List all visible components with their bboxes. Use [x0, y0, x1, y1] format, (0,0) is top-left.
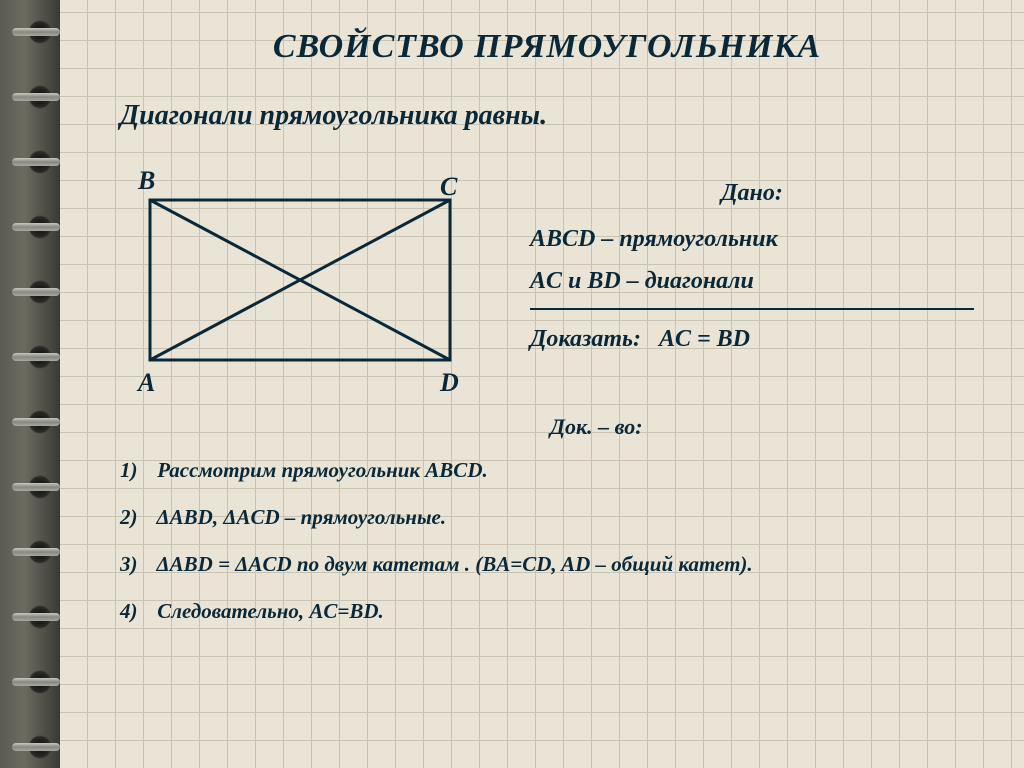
prove-line: Доказать: AC = BD [530, 318, 974, 360]
given-label: Дано: [530, 172, 974, 214]
given-divider [530, 308, 974, 310]
given-block: Дано: ABCD – прямоугольник AC и BD – диа… [530, 170, 974, 400]
proof-step: 1) Рассмотрим прямоугольник ABCD. [120, 458, 974, 483]
proof-step: 3) ΔABD = ΔACD по двум катетам . (BA=CD,… [120, 552, 974, 577]
prove-statement: AC = BD [659, 326, 750, 352]
proof-step-text: ΔABD, ΔACD – прямоугольные. [156, 505, 446, 529]
spiral-binding [0, 0, 60, 768]
page: СВОЙСТВО ПРЯМОУГОЛЬНИКА Диагонали прямоу… [60, 0, 1024, 768]
proof-step-text: ΔABD = ΔACD по двум катетам . (BA=CD, AD… [156, 552, 752, 576]
vertex-a: A [138, 368, 155, 398]
proof-step-num: 4) [120, 599, 152, 624]
vertex-c: C [440, 172, 457, 202]
given-line-2: AC и BD – диагонали [530, 260, 974, 302]
proof-step: 2) ΔABD, ΔACD – прямоугольные. [120, 505, 974, 530]
proof-step-text: Рассмотрим прямоугольник ABCD. [157, 458, 487, 482]
prove-label: Доказать: [530, 326, 641, 352]
proof-step-text: Следовательно, AC=BD. [157, 599, 384, 623]
proof-step-num: 3) [120, 552, 152, 577]
proof-step-num: 2) [120, 505, 152, 530]
rectangle-diagram: B C A D [120, 170, 480, 400]
proof-step: 4) Следовательно, AC=BD. [120, 599, 974, 624]
proof-label: Док. – во: [550, 414, 974, 440]
proof-list: 1) Рассмотрим прямоугольник ABCD. 2) ΔAB… [120, 458, 974, 624]
page-title: СВОЙСТВО ПРЯМОУГОЛЬНИКА [120, 28, 974, 66]
vertex-b: B [138, 166, 155, 196]
theorem-statement: Диагонали прямоугольника равны. [120, 100, 974, 132]
proof-step-num: 1) [120, 458, 152, 483]
diagram-svg [120, 170, 480, 400]
given-line-1: ABCD – прямоугольник [530, 218, 974, 260]
vertex-d: D [440, 368, 459, 398]
mid-row: B C A D Дано: ABCD – прямоугольник AC и … [120, 170, 974, 400]
